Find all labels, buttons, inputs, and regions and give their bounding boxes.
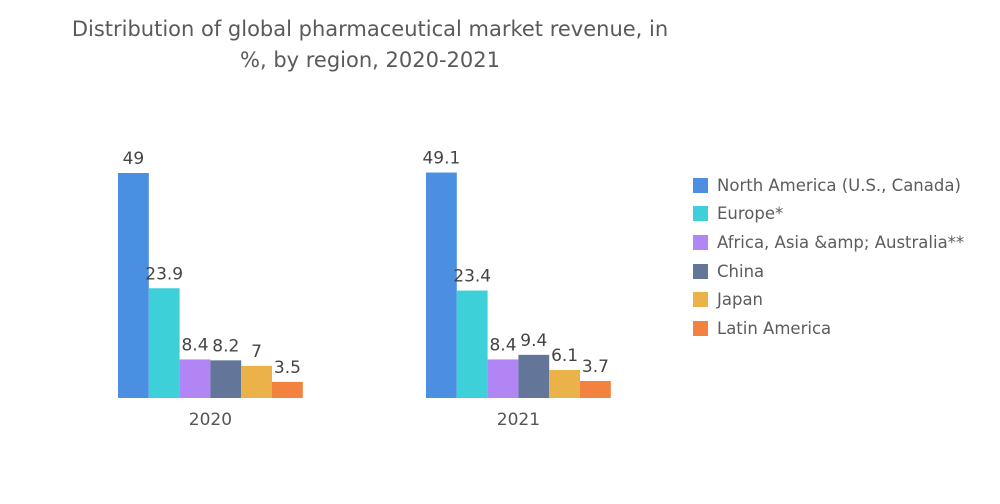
data-label-2020-5: 3.5 [274, 358, 301, 378]
data-label-2021-0: 49.1 [422, 149, 460, 169]
legend-label: North America (U.S., Canada) [717, 175, 961, 195]
bar-group-2021: 49.1 23.4 8.4 9.46.13.7 [422, 149, 611, 398]
legend-swatch [693, 263, 708, 279]
data-label-2020-2: 8.4 [181, 335, 208, 355]
data-label-2021-1: 23.4 [453, 267, 491, 287]
legend-item: China [693, 257, 964, 286]
bar-2021-2 [487, 359, 519, 398]
legend-swatch [693, 206, 708, 222]
chart-title-line-1: Distribution of global pharmaceutical ma… [71, 17, 669, 41]
legend-item: North America (U.S., Canada) [693, 171, 964, 200]
legend-label: Japan [717, 290, 764, 310]
legend-label: Africa, Asia &amp; Australia** [717, 232, 965, 252]
legend-label: Latin America [717, 318, 832, 338]
chart-title: Distribution of global pharmaceutical ma… [40, 14, 700, 76]
x-tick-label-2020: 2020 [189, 410, 232, 430]
legend-swatch [693, 234, 708, 250]
legend-item: Africa, Asia &amp; Australia** [693, 228, 964, 257]
data-label-2021-3: 9.4 [520, 331, 547, 351]
data-label-2021-2: 8.4 [489, 335, 516, 355]
data-label-2021-5: 3.7 [582, 357, 609, 377]
bar-2020-5 [272, 381, 303, 398]
bar-2020-4 [241, 365, 272, 398]
legend-swatch [693, 320, 708, 336]
x-tick-label-2021: 2021 [497, 410, 540, 430]
legend-swatch [693, 177, 708, 193]
data-label-2020-0: 49 [123, 149, 145, 169]
legend-swatch [693, 292, 708, 308]
legend-item: Latin America [693, 314, 964, 343]
data-label-2020-1: 23.9 [145, 264, 183, 284]
bar-2021-4 [549, 369, 580, 398]
bar-group-2020: 49 23.9 8.4 8.2 7 3.5 [118, 149, 303, 398]
chart-title-line-2: %, by region, 2020-2021 [240, 48, 500, 72]
data-label-2020-3: 8.2 [212, 336, 239, 356]
bar-2021-5 [580, 381, 611, 398]
bar-2021-3 [518, 354, 550, 398]
chart-legend: North America (U.S., Canada) Europe* Afric… [693, 171, 964, 343]
data-label-2020-4: 7 [251, 342, 262, 362]
bar-2020-2 [179, 359, 211, 398]
bar-2021-1 [456, 290, 488, 398]
bar-2020-0 [118, 173, 149, 398]
legend-item: Europe* [693, 200, 964, 229]
legend-item: Japan [693, 285, 964, 314]
bar-2021-0 [426, 172, 457, 398]
bar-2020-1 [148, 288, 180, 398]
legend-label: China [717, 261, 765, 281]
data-label-2021-4: 6.1 [551, 346, 578, 366]
legend-label: Europe* [717, 204, 784, 224]
bar-2020-3 [210, 360, 242, 398]
